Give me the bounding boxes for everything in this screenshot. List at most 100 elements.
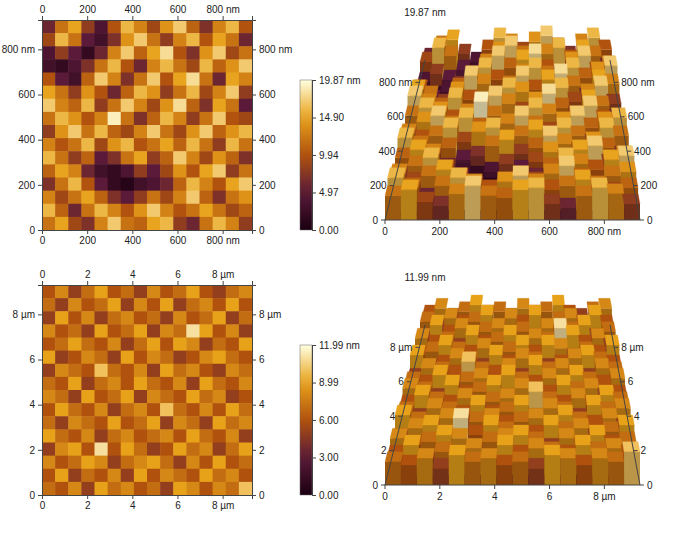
height-cell — [95, 403, 109, 417]
surface-cell-top — [544, 445, 560, 455]
color-bar: 0.003.006.008.9911.99 nm — [300, 340, 360, 501]
surface-cell-top — [477, 74, 491, 84]
height-cell — [68, 456, 82, 470]
height-cell — [173, 86, 187, 100]
height-cell — [147, 112, 161, 126]
height-cell — [147, 351, 161, 365]
tick: 400 — [124, 230, 141, 246]
tick-label: 600 — [170, 4, 187, 15]
tick-label: 0 — [29, 225, 35, 236]
surface-cell-top — [567, 76, 581, 86]
height-cell — [226, 364, 240, 378]
height-cell — [239, 429, 252, 443]
tick-mark — [87, 230, 88, 234]
height-cell — [121, 390, 135, 404]
height-cell — [68, 377, 82, 391]
surface-cell-side — [592, 188, 608, 220]
height-cell — [200, 285, 214, 299]
height-cell — [42, 403, 56, 417]
surface-cell-top — [599, 118, 615, 128]
surface-cell-top — [401, 180, 419, 190]
height-cell — [42, 125, 56, 139]
height-cell — [42, 178, 56, 192]
tick-label: 6 — [398, 376, 404, 387]
surface-cell-top — [488, 365, 502, 375]
height-cell — [226, 285, 240, 299]
surface-cell-top — [528, 458, 544, 468]
surface-cell-top — [619, 162, 636, 172]
height-cell — [108, 364, 122, 378]
height-cell — [160, 217, 174, 230]
height-cell — [147, 469, 161, 483]
height-cell — [239, 217, 252, 230]
height-cell — [108, 311, 122, 325]
surface-labels: 02468 µm002244668 µm8 µm11.99 nm — [372, 272, 653, 502]
height-cell — [68, 416, 82, 430]
height-cell — [81, 178, 95, 192]
height-cell — [95, 338, 109, 352]
height-cell — [134, 456, 148, 470]
tick-label: 200 — [18, 180, 35, 191]
tick-label: 600 — [628, 111, 645, 122]
surface-cell-top — [618, 415, 635, 425]
height-cell — [121, 164, 135, 178]
height-cell — [42, 311, 56, 325]
height-cell — [95, 482, 109, 495]
height-cell — [68, 443, 82, 457]
tick-label: 800 nm — [621, 77, 654, 88]
height-cell — [81, 217, 95, 230]
height-cell — [121, 99, 135, 113]
surface-cell-top — [458, 44, 471, 54]
height-cell — [160, 443, 174, 457]
axis-line — [43, 281, 253, 286]
tick-mark — [252, 495, 256, 496]
height-cell — [108, 443, 122, 457]
tick: 400 — [252, 134, 276, 145]
surface-cell-top — [403, 435, 421, 445]
surface-cell-top — [553, 38, 566, 48]
height-cell — [173, 416, 187, 430]
height-cell — [42, 377, 56, 391]
surface-cell-top — [513, 425, 528, 435]
height-cell — [121, 298, 135, 312]
height-cell — [81, 429, 95, 443]
height-cell — [186, 390, 200, 404]
tick-mark — [42, 281, 43, 285]
height-cell — [226, 125, 240, 139]
height-cell — [200, 469, 214, 483]
height-cell — [95, 112, 109, 126]
height-cell — [213, 33, 227, 47]
height-cell — [121, 482, 135, 495]
height-cell — [68, 298, 82, 312]
height-cell — [186, 443, 200, 457]
tick-mark — [621, 116, 625, 117]
height-cell — [200, 429, 214, 443]
tick-mark — [38, 405, 42, 406]
surface-cell-top — [568, 348, 582, 358]
surface-cell-top — [565, 308, 578, 318]
height-cell — [95, 204, 109, 218]
height-cell — [200, 112, 214, 126]
height-cell — [173, 456, 187, 470]
tick: 0 — [40, 4, 46, 20]
axis-line — [313, 81, 317, 231]
tick-label: 200 — [431, 226, 448, 237]
height-cell — [186, 73, 200, 87]
height-cell — [226, 338, 240, 352]
height-cell — [147, 204, 161, 218]
tick-label: 8 µm — [621, 342, 643, 353]
height-cell — [108, 429, 122, 443]
tick-label: 800 nm — [2, 44, 35, 55]
height-cell — [186, 204, 200, 218]
surface-cell-top — [570, 106, 585, 116]
surface-cell-top — [586, 395, 602, 405]
height-cell — [68, 285, 82, 299]
tick-mark — [38, 495, 42, 496]
height-cell — [147, 125, 161, 139]
height-cell — [147, 416, 161, 430]
height-cell — [186, 151, 200, 165]
height-cell — [239, 191, 252, 205]
height-cell — [160, 338, 174, 352]
height-cell — [147, 324, 161, 338]
surface-cell-top — [517, 322, 529, 332]
